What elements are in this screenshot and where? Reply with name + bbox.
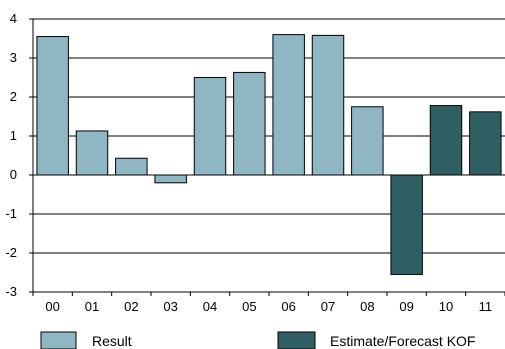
bar-08 xyxy=(351,106,384,176)
y-tick-label: -1 xyxy=(5,206,17,221)
x-tick-label: 11 xyxy=(479,299,493,314)
x-tick-label: 07 xyxy=(321,299,335,314)
bar-05 xyxy=(233,71,266,176)
x-tick-label: 08 xyxy=(360,299,374,314)
y-tick-label: -2 xyxy=(5,245,17,260)
legend: Result Estimate/Forecast KOF xyxy=(40,331,475,349)
bar-10 xyxy=(429,105,463,176)
y-tick-label: 0 xyxy=(10,167,17,182)
x-tick-label: 03 xyxy=(163,299,177,314)
bar-02 xyxy=(115,157,148,176)
axes xyxy=(29,18,505,296)
grid-lines xyxy=(33,18,505,293)
bar-00 xyxy=(36,36,69,176)
bar-11 xyxy=(469,111,502,176)
legend-swatch-result xyxy=(40,331,77,349)
x-tick-label: 06 xyxy=(281,299,295,314)
bar-09 xyxy=(390,174,423,275)
x-tick-label: 02 xyxy=(124,299,138,314)
bar-01 xyxy=(75,130,109,176)
y-tick-label: -3 xyxy=(5,284,17,299)
x-tick-label: 09 xyxy=(399,299,413,314)
bar-06 xyxy=(272,34,305,176)
y-tick-labels: 4 3 2 1 0 -1 -2 -3 xyxy=(5,11,17,299)
bar-07 xyxy=(311,34,345,176)
x-tick-label: 10 xyxy=(439,299,453,314)
bar-03 xyxy=(154,174,187,184)
bar-04 xyxy=(193,77,227,176)
bars xyxy=(36,34,502,275)
x-tick-label: 05 xyxy=(242,299,256,314)
y-tick-label: 2 xyxy=(10,89,17,104)
x-tick-labels: 00 01 02 03 04 05 06 07 08 09 10 11 xyxy=(45,299,492,314)
x-tick-label: 01 xyxy=(85,299,99,314)
y-tick-label: 4 xyxy=(10,11,17,26)
legend-label-result: Result xyxy=(92,333,132,349)
x-tick-label: 00 xyxy=(45,299,59,314)
y-tick-label: 3 xyxy=(10,50,17,65)
legend-label-forecast: Estimate/Forecast KOF xyxy=(330,333,475,349)
y-tick-label: 1 xyxy=(10,128,17,143)
legend-swatch-forecast xyxy=(277,331,316,349)
x-tick-label: 04 xyxy=(203,299,217,314)
